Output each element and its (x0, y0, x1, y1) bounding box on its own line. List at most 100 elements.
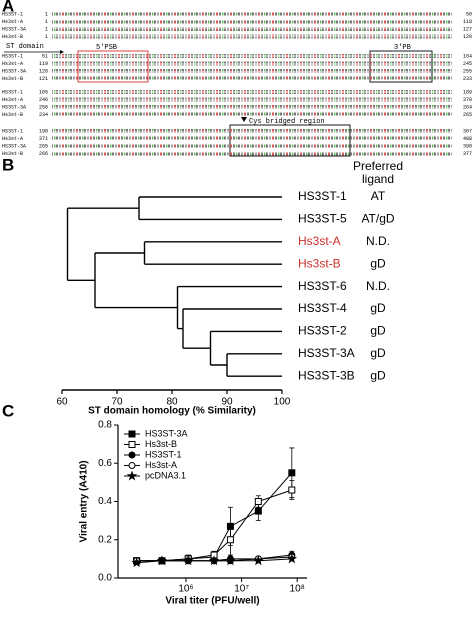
leaf-label: HS3ST-2 (298, 324, 347, 338)
leaf-label: HS3ST-4 (298, 301, 347, 315)
data-point (225, 555, 236, 566)
data-point (288, 486, 296, 494)
data-point (253, 555, 264, 566)
residue-start: 128 (39, 68, 48, 74)
x-tick-label: 70 (111, 397, 123, 408)
ligand-label: N.D. (366, 234, 390, 248)
residue-end: 189 (463, 89, 472, 95)
sequence-name: HS3ST-3A (2, 26, 26, 32)
data-point (288, 469, 296, 477)
residue-start: 190 (39, 128, 48, 134)
y-tick-label: 0.8 (98, 420, 112, 431)
ligand-label: gD (370, 346, 386, 360)
sequence (52, 69, 452, 73)
sequence (52, 97, 452, 102)
sequence-name: HS3ST-1 (2, 89, 23, 95)
sequence-name: HS3ST-1 (2, 128, 23, 134)
legend-label: Hs3st-A (145, 460, 177, 470)
residue-end: 233 (463, 76, 472, 82)
data-point (156, 555, 168, 566)
residue-start: 1 (45, 19, 48, 25)
leaf-label: HS3ST-3A (298, 346, 355, 360)
x-tick-label: 100 (274, 397, 291, 408)
ligand-label: AT (371, 189, 386, 203)
arrowhead (60, 50, 64, 54)
residue-end: 377 (463, 151, 472, 157)
ligand-label: N.D. (366, 279, 390, 293)
residue-start: 256 (39, 104, 48, 110)
residue-end: 120 (463, 34, 472, 40)
residue-start: 246 (39, 97, 48, 103)
sequence (52, 34, 452, 39)
ligand-label: gD (370, 301, 386, 315)
y-tick-label: 0.6 (98, 458, 112, 469)
sequence (52, 136, 452, 141)
sequence-name: Hs3st-A (2, 97, 23, 103)
data-point (208, 555, 220, 566)
residue-start: 165 (39, 89, 48, 95)
residue-end: 127 (463, 26, 472, 32)
annotation: 5'PSB (96, 44, 117, 52)
sequence-name: Hs3st-B (2, 34, 23, 40)
sequence-name: HS3ST-1 (2, 11, 23, 17)
sequence-name: Hs3st-A (2, 136, 23, 142)
sequence-name: HS3ST-3A (2, 143, 26, 149)
x-tick-label: 60 (56, 397, 68, 408)
x-tick-label: 90 (221, 397, 233, 408)
sequence (52, 12, 452, 16)
ligand-label: gD (370, 324, 386, 338)
data-point (286, 553, 298, 564)
sequence-name: HS3ST-1 (2, 53, 23, 59)
arrowhead (241, 117, 247, 122)
data-point (254, 498, 262, 505)
data-point (183, 555, 194, 566)
sequence (52, 76, 452, 81)
residue-start: 371 (39, 136, 48, 142)
sequence-name: Hs3st-B (2, 151, 23, 157)
residue-start: 1 (45, 26, 48, 32)
legend-marker (128, 441, 136, 448)
series-line (136, 489, 292, 562)
residue-end: 488 (463, 136, 472, 142)
annotation: Cys bridged region (249, 118, 325, 126)
sequence-name: Hs3st-A (2, 61, 23, 67)
legend-label: HS3ST-3A (145, 428, 188, 438)
residue-end: 370 (463, 97, 472, 103)
y-tick-label: 0.0 (98, 573, 112, 584)
sequence (52, 54, 452, 58)
leaf-label: HS3ST-1 (298, 189, 347, 203)
ligand-label: AT/gD (361, 212, 394, 226)
x-axis-title: Viral titer (PFU/well) (165, 596, 259, 607)
residue-end: 390 (463, 143, 472, 149)
y-tick-label: 0.4 (98, 496, 112, 507)
residue-end: 118 (463, 19, 472, 25)
y-tick-label: 0.2 (98, 534, 112, 545)
residue-start: 1 (45, 34, 48, 40)
annotation: ST domain (6, 43, 44, 51)
residue-end: 50 (466, 11, 472, 17)
x-tick-label: 10⁶ (178, 584, 193, 595)
residue-end: 265 (463, 112, 472, 118)
sequence-name: Hs3st-A (2, 19, 23, 25)
annotation: 3'PB (394, 44, 411, 52)
residue-start: 121 (39, 76, 48, 82)
sequence-name: Hs3st-B (2, 112, 23, 118)
ligand-label: gD (370, 368, 386, 382)
legend-label: Hs3st-B (145, 439, 177, 449)
sequence (52, 61, 452, 66)
column-header: ligand (362, 172, 394, 186)
legend-label: HS3ST-1 (145, 449, 182, 459)
series-line (136, 472, 293, 562)
residue-end: 164 (463, 53, 472, 59)
y-axis-title: Viral entry (A410) (79, 460, 90, 542)
residue-start: 1 (45, 11, 48, 17)
residue-end: 264 (463, 104, 472, 110)
leaf-label: Hs3st-A (298, 234, 341, 248)
sequence (52, 144, 452, 148)
sequence (52, 105, 452, 109)
column-header: Preferred (353, 159, 403, 173)
leaf-label: HS3ST-5 (298, 212, 347, 226)
x-tick-label: 10⁸ (290, 584, 305, 595)
x-axis-title: ST domain homology (% Similarity) (88, 406, 256, 417)
